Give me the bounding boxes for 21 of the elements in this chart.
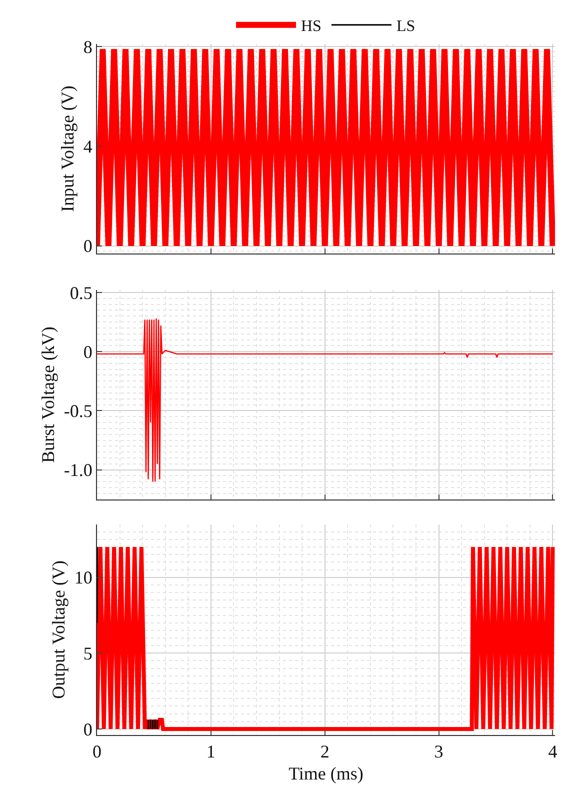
x-axis-title: Time (ms) — [288, 764, 364, 784]
y-tick-label: 0 — [83, 719, 92, 740]
y-axis-title: Output Voltage (V) — [48, 560, 69, 699]
y-tick-label: -1.0 — [64, 460, 92, 480]
y-tick-label: 4 — [83, 136, 92, 157]
line-series — [97, 318, 554, 482]
y-axis-title: Input Voltage (V) — [58, 86, 78, 212]
legend-label: HS — [301, 18, 322, 36]
y-tick-label: -0.5 — [64, 401, 92, 422]
legend-label: LS — [396, 18, 416, 36]
x-tick-label: 2 — [320, 742, 330, 762]
y-tick-label: 10 — [74, 568, 92, 588]
y-tick-label: 0.5 — [70, 282, 92, 303]
x-tick-label: 4 — [548, 742, 558, 762]
y-axis-title: Burst Voltage (kV) — [38, 326, 58, 463]
x-tick-label: 1 — [206, 742, 216, 762]
y-tick-label: 5 — [83, 643, 92, 664]
y-tick-label: 0 — [83, 342, 92, 362]
y-tick-label: 0 — [83, 236, 92, 256]
x-tick-label: 3 — [434, 742, 444, 762]
y-tick-label: 8 — [83, 36, 92, 57]
